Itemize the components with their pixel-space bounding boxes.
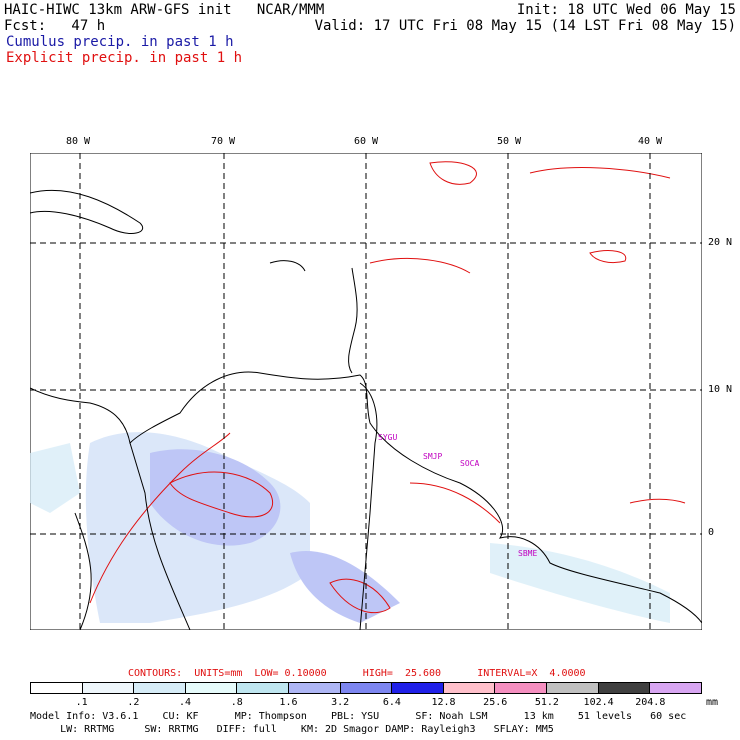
station-sbme: SBME [518, 549, 537, 558]
lat-label-20n: 20 N [708, 237, 733, 248]
cumulus-precip-field [30, 432, 670, 623]
colorbar-level-label: .2 [127, 697, 140, 708]
colorbar-swatch [82, 683, 135, 693]
precip-map: SYGU SMJP SOCA SBME [30, 153, 702, 630]
colorbar-swatch [598, 683, 651, 693]
init-time: Init: 18 UTC Wed 06 May 15 [516, 2, 736, 18]
colorbar-swatch [237, 683, 290, 693]
colorbar-level-label: 51.2 [534, 697, 559, 708]
colorbar-swatch [31, 683, 83, 693]
map-title: HAIC-HIWC 13km ARW-GFS init NCAR/MMM [4, 2, 325, 18]
colorbar-level-label: 1.6 [279, 697, 298, 708]
colorbar-swatch [289, 683, 341, 693]
colorbar-level-label: 3.2 [331, 697, 350, 708]
precip-colorbar [30, 682, 702, 694]
colorbar-level-label: .8 [230, 697, 243, 708]
colorbar-level-label: 204.8 [635, 697, 666, 708]
lon-label-80w: 80 W [66, 136, 91, 147]
cumulus-legend: Cumulus precip. in past 1 h [6, 34, 234, 50]
colorbar-units: mm [705, 697, 719, 708]
coastlines [30, 189, 702, 630]
explicit-precip-contours [89, 161, 686, 614]
colorbar-level-label: 102.4 [583, 697, 614, 708]
station-soca: SOCA [460, 459, 479, 468]
colorbar-swatch [340, 683, 393, 693]
colorbar-swatch [495, 683, 548, 693]
colorbar-swatch [134, 683, 186, 693]
explicit-legend: Explicit precip. in past 1 h [6, 50, 243, 66]
model-info-line2: LW: RRTMG SW: RRTMG DIFF: full KM: 2D Sm… [30, 724, 554, 735]
colorbar-swatch [443, 683, 496, 693]
lon-label-70w: 70 W [211, 136, 236, 147]
colorbar-swatch [185, 683, 238, 693]
valid-time: Valid: 17 UTC Fri 08 May 15 (14 LST Fri … [314, 18, 736, 34]
lon-label-60w: 60 W [354, 136, 379, 147]
colorbar-swatch [650, 683, 701, 693]
station-smjp: SMJP [423, 452, 442, 461]
model-info-line1: Model Info: V3.6.1 CU: KF MP: Thompson P… [30, 711, 687, 722]
lon-label-50w: 50 W [497, 136, 522, 147]
lat-label-0: 0 [708, 527, 715, 538]
colorbar-swatch [392, 683, 444, 693]
station-sygu: SYGU [378, 433, 397, 442]
lon-label-40w: 40 W [638, 136, 663, 147]
colorbar-level-label: 12.8 [431, 697, 456, 708]
lat-label-10n: 10 N [708, 384, 733, 395]
colorbar-level-label: 25.6 [483, 697, 508, 708]
contour-info: CONTOURS: UNITS=mm LOW= 0.10000 HIGH= 25… [128, 668, 586, 679]
colorbar-level-label: 6.4 [382, 697, 401, 708]
forecast-hour: Fcst: 47 h [4, 18, 106, 34]
colorbar-swatch [547, 683, 599, 693]
colorbar-level-label: .1 [75, 697, 88, 708]
lat-lon-grid [30, 153, 702, 630]
colorbar-level-label: .4 [179, 697, 192, 708]
